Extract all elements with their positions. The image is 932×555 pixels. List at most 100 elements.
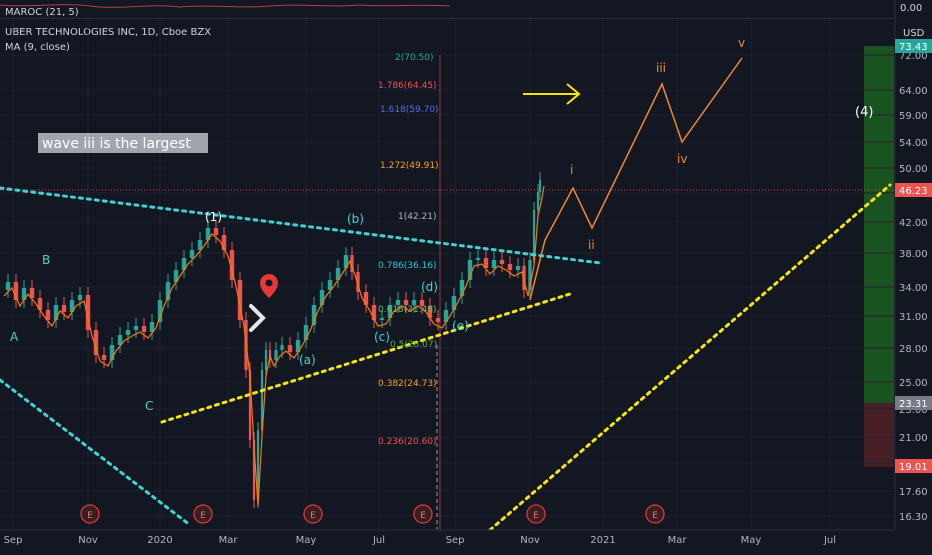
wave-label[interactable]: i (570, 163, 573, 177)
chevron-right-icon[interactable] (249, 304, 266, 332)
earnings-event-marker[interactable]: E (193, 504, 213, 524)
candle-body (327, 280, 333, 290)
wave-label[interactable]: iv (677, 152, 687, 166)
candle-body (37, 298, 43, 310)
price-tick-label: 31.00 (899, 312, 928, 323)
time-tick-label: May (296, 535, 317, 546)
projected-wave-path[interactable] (529, 57, 743, 301)
candle-body (221, 235, 227, 250)
candle-body (411, 300, 417, 305)
candle-body (141, 326, 147, 332)
time-tick-label: Sep (4, 535, 23, 546)
candle-body (85, 295, 91, 330)
currency-label: USD (903, 28, 925, 39)
wave-label[interactable]: (1) (205, 210, 222, 224)
candle-body (53, 305, 59, 320)
candle-body (29, 288, 35, 298)
candle-body (427, 306, 433, 318)
wave-label[interactable]: ii (588, 238, 595, 252)
fib-level-label[interactable]: 0.382(24.73) (378, 379, 437, 389)
wave-label[interactable]: (c) (374, 330, 390, 344)
fib-level-label[interactable]: 0.618(31.48) (378, 305, 437, 315)
time-tick-label: 2020 (147, 535, 172, 546)
price-tick-label: 34.00 (899, 283, 928, 294)
candle-body (280, 345, 284, 350)
long-position-profit-zone[interactable] (864, 46, 894, 403)
wave-label[interactable]: B (42, 253, 50, 267)
time-tick-label: Jul (823, 535, 836, 546)
event-marker-label: E (310, 511, 316, 521)
time-tick-label: Nov (78, 535, 98, 546)
yellow-arrow-drawing[interactable] (523, 83, 581, 105)
price-badge-label: 73.43 (899, 42, 928, 53)
wave-label[interactable]: (4) (855, 105, 873, 120)
wave-label[interactable]: (b) (347, 212, 364, 226)
wave-label[interactable]: iii (656, 61, 666, 75)
price-axis[interactable]: 0.00 USD 72.0064.0059.0054.0050.0046.004… (894, 0, 932, 550)
price-badge-label: 46.23 (899, 186, 928, 197)
time-axis[interactable]: Sep Nov 2020 Mar May Jul Sep Nov 2021 Mar May Jul (0, 529, 932, 550)
indicator-pane[interactable]: MAROC (21, 5) (0, 4, 451, 18)
wave-label[interactable]: (e) (452, 319, 469, 333)
long-position-loss-zone[interactable] (864, 403, 894, 467)
earnings-event-marker[interactable]: E (413, 504, 433, 524)
time-tick-label: 2021 (590, 535, 615, 546)
time-tick-label: Mar (668, 535, 688, 546)
price-tick-label: 50.00 (899, 164, 928, 175)
ma-line[interactable] (3, 185, 545, 507)
wave-label[interactable]: A (10, 330, 19, 344)
fib-level-label[interactable]: 0.236(20.60) (378, 437, 437, 447)
candle-body (181, 258, 187, 270)
note-callout[interactable]: wave iii is the largest (38, 133, 208, 153)
candle-body (274, 350, 278, 360)
price-tick-label: 25.00 (899, 378, 928, 389)
wave-label[interactable]: v (738, 36, 745, 50)
price-tick-label: 21.00 (899, 433, 928, 444)
time-tick-label: Mar (219, 535, 239, 546)
candle-body (5, 282, 11, 290)
event-marker-label: E (420, 511, 426, 521)
price-tick-label: 42.00 (899, 218, 928, 229)
candle-body (335, 268, 341, 280)
wave-label[interactable]: (a) (299, 353, 316, 367)
cyan-lower-trendline[interactable] (0, 378, 192, 527)
earnings-event-marker[interactable]: E (80, 504, 100, 524)
yellow-channel-line[interactable] (488, 183, 892, 532)
event-marker-label: E (87, 511, 93, 521)
fib-level-label[interactable]: 0.786(36.16) (378, 261, 437, 271)
candle-body (387, 305, 393, 318)
price-tick-label: 38.00 (899, 249, 928, 260)
candle-body (499, 260, 505, 264)
location-pin-icon[interactable] (260, 274, 278, 298)
fib-level-label[interactable]: 2(70.50) (395, 53, 434, 63)
fib-level-label[interactable]: 1.618(59.70) (380, 105, 439, 115)
wave-label[interactable]: (d) (421, 280, 438, 294)
fib-level-label[interactable]: 1.272(49.91) (380, 161, 439, 171)
price-tick-label: 28.00 (899, 344, 928, 355)
fib-level-label[interactable]: 1(42.21) (398, 212, 437, 222)
earnings-event-marker[interactable]: E (526, 504, 546, 524)
yellow-support-line[interactable] (160, 292, 572, 424)
candle-body (363, 292, 369, 305)
candle-body (69, 300, 75, 312)
ma-legend: MA (9, close) (5, 42, 70, 53)
fib-level-label[interactable]: 0.5(28.07) (390, 340, 437, 350)
candle-body (173, 270, 179, 282)
price-tick-label: 64.00 (899, 86, 928, 97)
candle-body (311, 305, 317, 325)
candle-body (45, 310, 51, 320)
fib-level-label[interactable]: 1.786(64.45) (378, 81, 437, 91)
candle-body (149, 322, 155, 332)
candle-body (165, 282, 171, 300)
wave-label[interactable]: C (145, 399, 153, 413)
event-marker-label: E (200, 511, 206, 521)
earnings-event-marker[interactable]: E (645, 504, 665, 524)
candle-body (350, 255, 354, 272)
candle-body (157, 300, 163, 322)
cyan-upper-trendline[interactable] (0, 186, 602, 265)
event-marker-label: E (652, 511, 658, 521)
earnings-event-marker[interactable]: E (303, 504, 323, 524)
candle-body (237, 280, 243, 320)
candle-body (109, 345, 115, 360)
